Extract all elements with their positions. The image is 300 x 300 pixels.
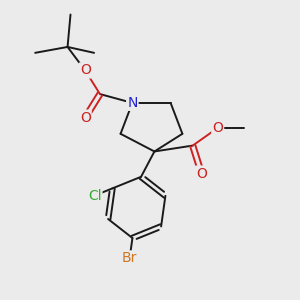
Text: Br: Br [122,251,137,266]
Text: Cl: Cl [88,189,101,202]
Text: O: O [80,64,91,77]
Text: N: N [127,96,137,110]
Text: O: O [212,121,223,135]
Text: O: O [196,167,207,181]
Text: O: O [80,111,91,124]
